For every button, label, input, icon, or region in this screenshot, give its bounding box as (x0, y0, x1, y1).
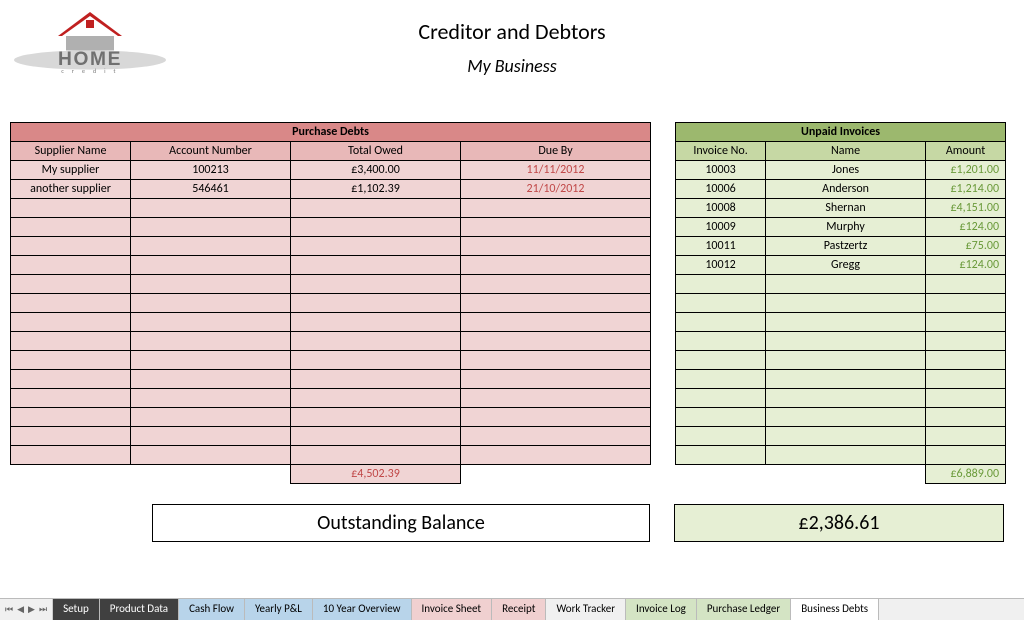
purchase-col-header: Due By (461, 142, 651, 161)
invoice-cell[interactable]: Murphy (766, 218, 926, 237)
purchase-cell[interactable]: £1,102.39 (291, 180, 461, 199)
table-row[interactable] (676, 275, 1006, 294)
table-row[interactable] (676, 446, 1006, 465)
tab-nav-buttons[interactable]: ⏮ ◀ ▶ ⏭ (0, 599, 53, 620)
invoice-cell[interactable]: 10011 (676, 237, 766, 256)
purchase-col-header: Account Number (131, 142, 291, 161)
invoice-cell[interactable]: £1,201.00 (926, 161, 1006, 180)
purchase-col-header: Total Owed (291, 142, 461, 161)
table-row[interactable] (11, 275, 651, 294)
unpaid-invoices-table[interactable]: Unpaid Invoices Invoice No.NameAmount 10… (675, 122, 1006, 484)
table-row[interactable] (676, 313, 1006, 332)
table-row[interactable] (11, 332, 651, 351)
invoice-cell[interactable]: Anderson (766, 180, 926, 199)
worksheet-tab[interactable]: Invoice Sheet (412, 599, 493, 620)
purchase-cell[interactable]: £3,400.00 (291, 161, 461, 180)
invoice-cell[interactable]: 10012 (676, 256, 766, 275)
table-row[interactable] (676, 370, 1006, 389)
invoice-cell[interactable]: 10009 (676, 218, 766, 237)
table-row[interactable] (676, 389, 1006, 408)
invoice-cell[interactable]: 10003 (676, 161, 766, 180)
table-row[interactable] (11, 446, 651, 465)
table-row[interactable]: My supplier100213£3,400.0011/11/2012 (11, 161, 651, 180)
table-row[interactable]: 10008Shernan£4,151.00 (676, 199, 1006, 218)
table-row[interactable] (11, 199, 651, 218)
purchase-cell[interactable]: 11/11/2012 (461, 161, 651, 180)
purchase-total: £4,502.39 (291, 465, 461, 484)
worksheet-tab[interactable]: Work Tracker (546, 599, 626, 620)
invoice-cell[interactable]: Pastzertz (766, 237, 926, 256)
table-row[interactable]: 10003Jones£1,201.00 (676, 161, 1006, 180)
worksheet-tab-strip: ⏮ ◀ ▶ ⏭ SetupProduct DataCash FlowYearly… (0, 598, 1024, 620)
table-row[interactable] (676, 332, 1006, 351)
table-row[interactable] (11, 256, 651, 275)
purchase-cell[interactable]: My supplier (11, 161, 131, 180)
outstanding-balance-value: £2,386.61 (674, 504, 1004, 542)
invoice-col-header: Invoice No. (676, 142, 766, 161)
invoice-cell[interactable]: £1,214.00 (926, 180, 1006, 199)
worksheet-tab[interactable]: Business Debts (791, 598, 879, 620)
invoices-total: £6,889.00 (926, 465, 1006, 484)
table-row[interactable] (676, 294, 1006, 313)
tab-nav-next-icon[interactable]: ▶ (27, 604, 36, 615)
worksheet-tab[interactable]: Cash Flow (179, 599, 245, 620)
invoice-cell[interactable]: Jones (766, 161, 926, 180)
table-row[interactable] (11, 351, 651, 370)
purchase-cell[interactable]: 100213 (131, 161, 291, 180)
worksheet-tab[interactable]: Invoice Log (626, 599, 697, 620)
table-row[interactable] (11, 218, 651, 237)
table-row[interactable] (676, 427, 1006, 446)
worksheet-tab[interactable]: Yearly P&L (245, 599, 313, 620)
tab-nav-last-icon[interactable]: ⏭ (38, 604, 48, 615)
purchase-cell[interactable]: another supplier (11, 180, 131, 199)
invoice-cell[interactable]: £75.00 (926, 237, 1006, 256)
table-row[interactable]: another supplier546461£1,102.3921/10/201… (11, 180, 651, 199)
purchase-cell[interactable]: 546461 (131, 180, 291, 199)
purchase-group-header: Purchase Debts (11, 123, 651, 142)
table-row[interactable]: 10009Murphy£124.00 (676, 218, 1006, 237)
worksheet-tab[interactable]: Purchase Ledger (697, 599, 791, 620)
page-subtitle: My Business (0, 55, 1024, 77)
invoice-col-header: Name (766, 142, 926, 161)
table-row[interactable] (676, 408, 1006, 427)
invoice-cell[interactable]: Shernan (766, 199, 926, 218)
invoices-group-header: Unpaid Invoices (676, 123, 1006, 142)
purchase-debts-table[interactable]: Purchase Debts Supplier NameAccount Numb… (10, 122, 651, 484)
invoice-cell[interactable]: £4,151.00 (926, 199, 1006, 218)
invoice-cell[interactable]: £124.00 (926, 256, 1006, 275)
table-row[interactable]: 10012Gregg£124.00 (676, 256, 1006, 275)
purchase-col-header: Supplier Name (11, 142, 131, 161)
table-row[interactable] (11, 427, 651, 446)
table-row[interactable]: 10006Anderson£1,214.00 (676, 180, 1006, 199)
page-title: Creditor and Debtors (0, 18, 1024, 45)
worksheet-tab[interactable]: Receipt (492, 599, 546, 620)
outstanding-balance-label: Outstanding Balance (152, 504, 650, 542)
invoice-cell[interactable]: Gregg (766, 256, 926, 275)
tab-nav-first-icon[interactable]: ⏮ (4, 604, 14, 615)
purchase-cell[interactable]: 21/10/2012 (461, 180, 651, 199)
worksheet-tab[interactable]: 10 Year Overview (313, 599, 412, 620)
table-row[interactable] (11, 237, 651, 256)
invoice-cell[interactable]: 10006 (676, 180, 766, 199)
tab-nav-prev-icon[interactable]: ◀ (16, 604, 25, 615)
table-row[interactable] (676, 351, 1006, 370)
table-row[interactable]: 10011Pastzertz£75.00 (676, 237, 1006, 256)
table-row[interactable] (11, 294, 651, 313)
table-row[interactable] (11, 370, 651, 389)
table-row[interactable] (11, 389, 651, 408)
table-row[interactable] (11, 313, 651, 332)
invoice-cell[interactable]: £124.00 (926, 218, 1006, 237)
invoice-col-header: Amount (926, 142, 1006, 161)
invoice-cell[interactable]: 10008 (676, 199, 766, 218)
worksheet-tab[interactable]: Product Data (100, 599, 179, 620)
worksheet-tab[interactable]: Setup (53, 599, 100, 620)
table-row[interactable] (11, 408, 651, 427)
